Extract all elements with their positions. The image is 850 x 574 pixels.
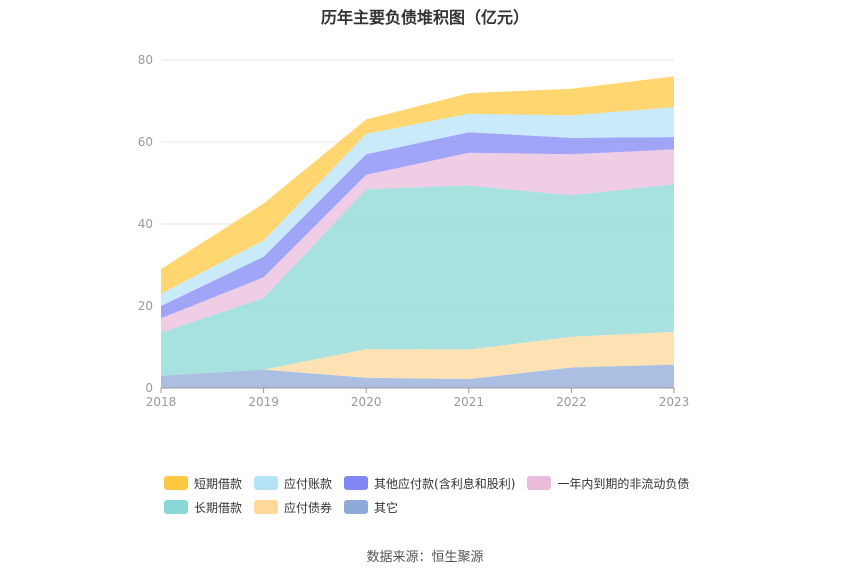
legend-item-other[interactable]: 其它 bbox=[344, 499, 398, 516]
area-长期借款 bbox=[161, 184, 674, 376]
x-tick-label: 2022 bbox=[556, 395, 587, 409]
area-一年内到期的非流动负债 bbox=[161, 149, 674, 333]
legend-swatch bbox=[164, 500, 188, 514]
legend-label: 短期借款 bbox=[194, 476, 243, 491]
area-其他应付款(含利息和股利) bbox=[161, 132, 674, 319]
data-source: 数据来源：恒生聚源 bbox=[366, 550, 484, 565]
stacked-areas bbox=[161, 76, 674, 388]
legend-label: 一年内到期的非流动负债 bbox=[557, 476, 690, 491]
legend-row-2: 长期借款 应付债券 其它 bbox=[164, 495, 724, 519]
area-应付债券 bbox=[161, 331, 674, 379]
legend-item-accounts-payable[interactable]: 应付账款 bbox=[254, 475, 332, 492]
legend-item-bonds-payable[interactable]: 应付债券 bbox=[254, 499, 332, 516]
legend-swatch bbox=[344, 500, 369, 514]
legend-item-short-term-loans[interactable]: 短期借款 bbox=[164, 475, 242, 492]
legend-item-long-term-loans[interactable]: 长期借款 bbox=[164, 499, 242, 516]
y-tick-label: 60 bbox=[138, 135, 153, 149]
legend: 短期借款 应付账款 其他应付款(含利息和股利) 一年内到期的非流动负债 长期借款… bbox=[164, 471, 724, 519]
axes: 0 20 40 60 80 2018 2019 2020 2021 2022 2023 bbox=[138, 53, 690, 409]
x-tick-label: 2020 bbox=[351, 395, 382, 409]
legend-label: 应付账款 bbox=[284, 476, 333, 491]
x-tick-label: 2023 bbox=[659, 395, 690, 409]
area-短期借款 bbox=[161, 76, 674, 294]
legend-label: 应付债券 bbox=[284, 500, 333, 515]
legend-label: 其他应付款(含利息和股利) bbox=[374, 476, 516, 491]
legend-swatch bbox=[164, 476, 188, 490]
legend-swatch bbox=[527, 476, 552, 490]
legend-row-1: 短期借款 应付账款 其他应付款(含利息和股利) 一年内到期的非流动负债 bbox=[164, 471, 724, 495]
area-应付账款 bbox=[161, 107, 674, 306]
y-tick-label: 80 bbox=[138, 53, 153, 67]
y-tick-label: 20 bbox=[138, 299, 153, 313]
legend-item-current-noncurrent-liabilities[interactable]: 一年内到期的非流动负债 bbox=[527, 475, 689, 492]
x-tick-label: 2019 bbox=[248, 395, 279, 409]
chart-title: 历年主要负债堆积图（亿元） bbox=[320, 8, 529, 27]
legend-label: 长期借款 bbox=[194, 500, 243, 515]
y-tick-label: 40 bbox=[138, 217, 153, 231]
legend-swatch bbox=[344, 476, 369, 490]
area-其它 bbox=[161, 364, 674, 388]
y-tick-label: 0 bbox=[145, 381, 153, 395]
x-tick-label: 2018 bbox=[146, 395, 177, 409]
legend-swatch bbox=[254, 476, 279, 490]
legend-swatch bbox=[254, 500, 279, 514]
legend-label: 其它 bbox=[374, 500, 399, 515]
x-tick-label: 2021 bbox=[454, 395, 485, 409]
legend-item-other-payables[interactable]: 其他应付款(含利息和股利) bbox=[344, 475, 515, 492]
